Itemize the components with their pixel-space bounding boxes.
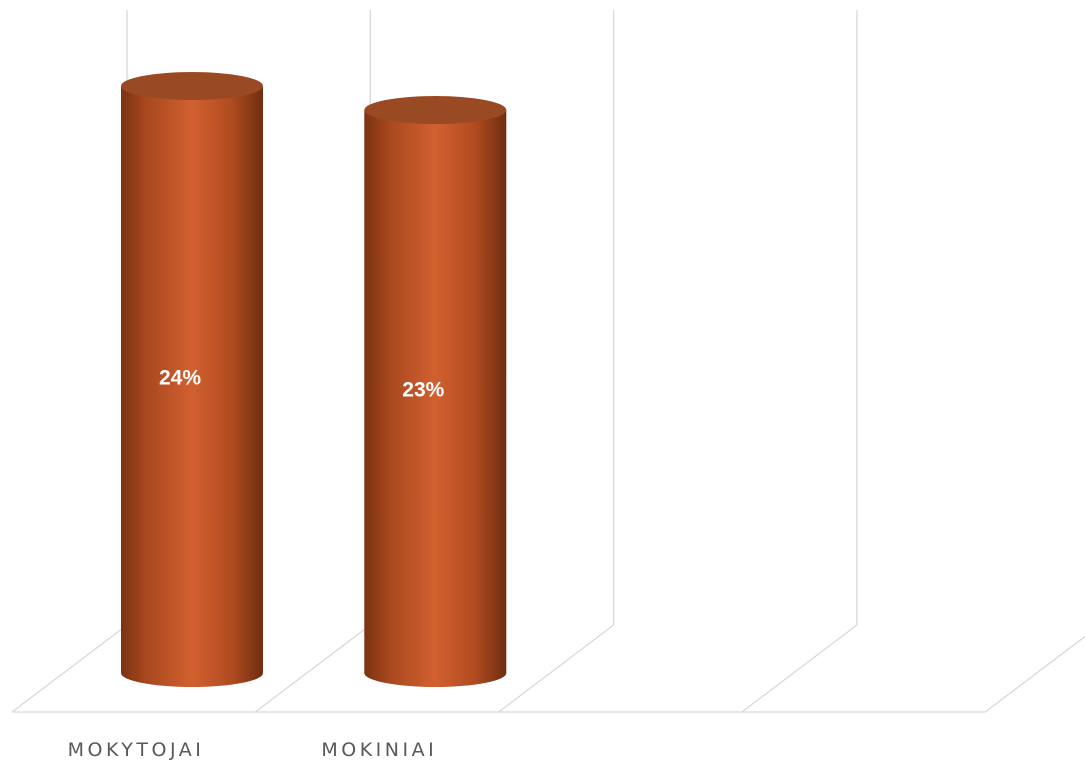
category-label: MOKYTOJAI	[68, 739, 205, 761]
bar-2: 23%	[364, 96, 507, 687]
data-label: 23%	[402, 379, 444, 402]
bars: 24% 23%	[121, 72, 507, 687]
floor-divider	[254, 624, 371, 713]
bar-body	[364, 110, 507, 687]
bar-body	[121, 86, 263, 687]
category-labels: MOKYTOJAI MOKINIAI	[68, 739, 437, 761]
bar-top-cap	[121, 72, 263, 100]
floor-divider	[11, 624, 128, 713]
floor-divider	[498, 624, 614, 713]
bar-top-cap	[364, 96, 507, 124]
category-label: MOKINIAI	[321, 739, 437, 761]
data-label: 24%	[159, 367, 201, 390]
floor-divider	[741, 624, 858, 713]
floor-divider	[984, 635, 1085, 713]
bar-1: 24%	[121, 72, 263, 687]
